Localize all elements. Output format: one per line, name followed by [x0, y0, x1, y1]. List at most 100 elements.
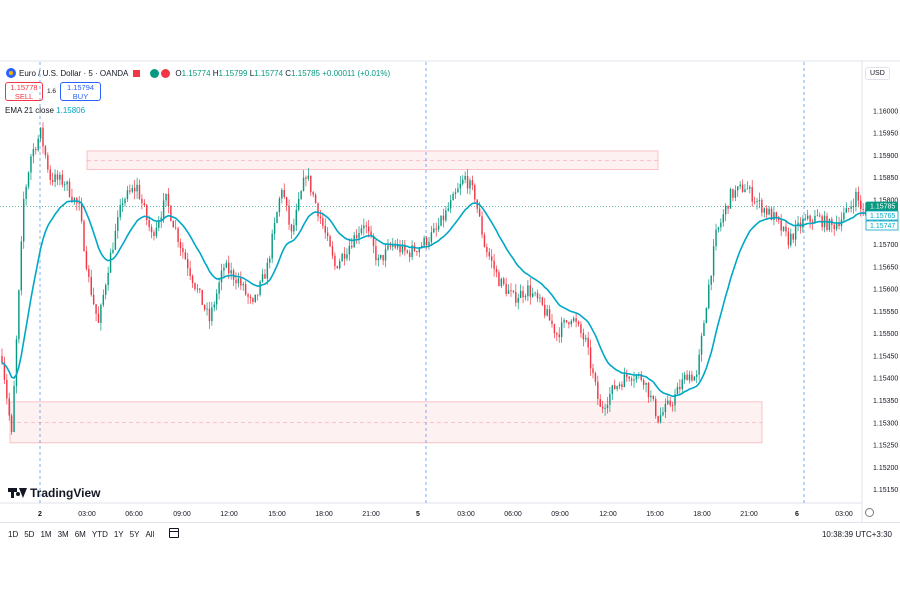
candle-body	[13, 386, 15, 432]
range-5y[interactable]: 5Y	[129, 530, 140, 539]
low-price-tag	[865, 220, 899, 231]
candle-body	[454, 192, 457, 194]
time-tick-label: 03:00	[78, 511, 96, 518]
buy-button[interactable]: 1.15794 BUY	[60, 82, 101, 101]
candle-body	[430, 232, 433, 242]
low-value: 1.15774	[254, 68, 284, 78]
candle-body	[109, 252, 112, 273]
candle-body	[264, 274, 266, 279]
candle-body	[741, 184, 744, 192]
candle-body	[375, 246, 377, 261]
candle-body	[162, 200, 165, 218]
range-5d[interactable]: 5D	[24, 530, 35, 539]
range-ytd[interactable]: YTD	[91, 530, 108, 539]
candle-body	[551, 320, 553, 325]
candle-body	[601, 406, 604, 409]
range-6m[interactable]: 6M	[74, 530, 86, 539]
candle-body	[507, 290, 510, 294]
ema-name: EMA 21 close	[5, 106, 54, 115]
candle-body	[654, 399, 657, 417]
candle-body	[174, 227, 177, 229]
buy-price: 1.15794	[66, 83, 95, 92]
candle-body	[370, 231, 372, 237]
high-value: 1.15799	[218, 68, 248, 78]
price-tick-label: 1.15350	[873, 398, 898, 405]
candle-body	[773, 212, 775, 220]
clock[interactable]: 10:38:39 UTC+3:30	[821, 530, 892, 539]
sell-button[interactable]: 1.15778 SELL	[5, 82, 43, 101]
time-tick-label: 03:00	[835, 511, 853, 518]
close-value: 1.15785	[291, 68, 320, 78]
candle-body	[107, 272, 109, 285]
candle-body	[10, 415, 13, 432]
candle-body	[835, 223, 838, 230]
candle-body	[510, 290, 512, 292]
candle-body	[136, 184, 138, 192]
currency-button[interactable]: USD	[865, 67, 890, 80]
price-tick-label: 1.15450	[873, 353, 898, 360]
ema-price-tag	[865, 210, 899, 221]
candle-body	[1, 355, 3, 363]
candle-body	[864, 209, 867, 216]
price-tick-label: 1.15550	[873, 309, 898, 316]
candle-body	[297, 198, 300, 210]
supply-demand-zone[interactable]	[9, 401, 763, 444]
supply-demand-zone[interactable]	[86, 150, 659, 171]
candle-body	[189, 268, 191, 276]
range-1d[interactable]: 1D	[8, 530, 19, 539]
candle-body	[66, 181, 68, 185]
candle-body	[416, 251, 418, 253]
candle-body	[693, 376, 696, 381]
candle-body	[647, 382, 650, 398]
candle-body	[462, 179, 464, 184]
candle-body	[722, 214, 724, 223]
candle-body	[269, 258, 271, 263]
candle-body	[153, 232, 155, 237]
range-1y[interactable]: 1Y	[113, 530, 124, 539]
ema-legend[interactable]: EMA 21 close 1.15806	[5, 106, 85, 115]
ema-value: 1.15806	[56, 106, 86, 115]
candle-body	[88, 269, 90, 277]
candle-body	[717, 227, 720, 230]
candle-body	[249, 296, 252, 299]
candle-body	[621, 384, 623, 387]
candle-body	[228, 262, 230, 274]
candle-body	[710, 275, 712, 285]
candle-body	[225, 262, 228, 268]
candle-body	[319, 216, 322, 219]
time-tick-label: 12:00	[220, 511, 238, 518]
calendar-icon[interactable]	[169, 528, 179, 538]
candle-body	[276, 212, 278, 223]
visibility-toggle-icon[interactable]	[150, 68, 171, 78]
candle-body	[27, 172, 30, 187]
time-tick-label: 21:00	[362, 511, 380, 518]
candle-body	[683, 374, 686, 380]
candle-body	[421, 245, 423, 248]
candle-body	[570, 320, 573, 325]
candle-body	[541, 297, 544, 305]
candle-body	[105, 284, 107, 295]
range-1m[interactable]: 1M	[40, 530, 52, 539]
candle-body	[423, 237, 425, 246]
candle-body	[49, 169, 51, 180]
candle-body	[389, 245, 392, 247]
candle-body	[609, 393, 611, 405]
candle-body	[691, 374, 693, 381]
candle-body	[664, 403, 667, 413]
candle-body	[650, 395, 652, 398]
candle-body	[850, 206, 852, 209]
price-tick-label: 1.15600	[873, 287, 898, 294]
candle-body	[775, 212, 778, 218]
range-3m[interactable]: 3M	[57, 530, 69, 539]
candle-body	[522, 290, 524, 298]
settings-icon[interactable]	[865, 508, 874, 517]
time-tick-label: 03:00	[457, 511, 475, 518]
candle-body	[358, 233, 360, 238]
symbol-title[interactable]: Euro / U.S. Dollar · 5 · OANDA	[19, 68, 129, 78]
range-all[interactable]: All	[145, 530, 155, 539]
candle-body	[295, 209, 298, 226]
ema-line	[1, 200, 869, 398]
low-price-text: 1.15747	[870, 223, 895, 230]
range-selector: 1D 5D 1M 3M 6M YTD 1Y 5Y All	[8, 530, 154, 539]
